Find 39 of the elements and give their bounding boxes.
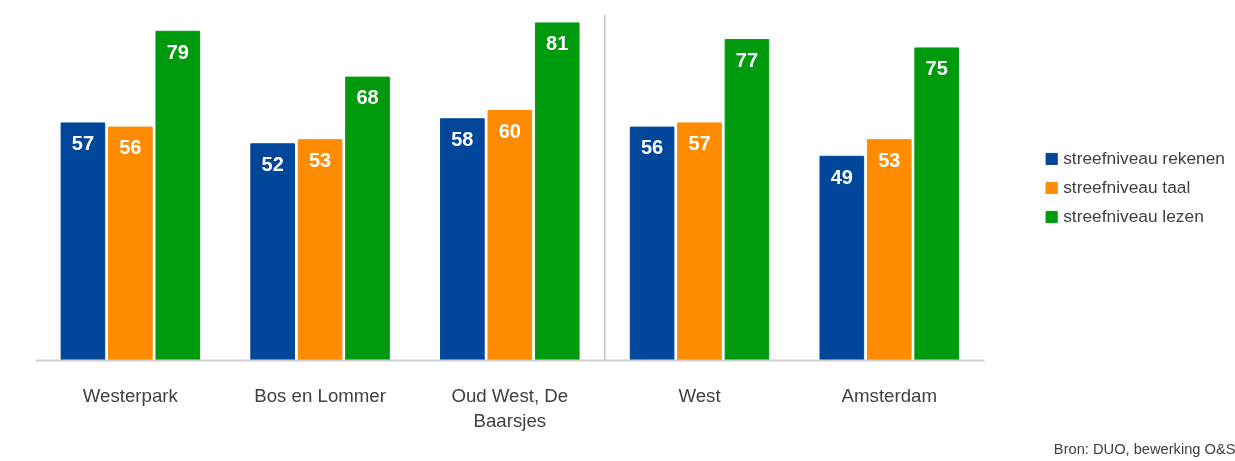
bar (819, 155, 865, 361)
x-tick-label: Bos en Lommer (254, 384, 386, 406)
data-label: 49 (830, 165, 853, 188)
legend-label: streefniveau rekenen (1063, 147, 1225, 169)
data-label: 79 (166, 40, 189, 63)
data-label: 57 (688, 132, 711, 155)
legend-label: streefniveau lezen (1063, 205, 1204, 227)
data-label: 58 (451, 128, 474, 151)
data-label: 60 (498, 119, 521, 142)
data-label: 53 (878, 148, 901, 171)
data-label: 75 (925, 57, 948, 80)
x-tick-label: Westerpark (82, 384, 179, 406)
data-label: 77 (735, 48, 759, 71)
data-label: 56 (640, 136, 664, 159)
bar (155, 30, 201, 361)
bar (345, 76, 390, 361)
bar (914, 47, 959, 361)
legend-label: streefniveau taal (1063, 176, 1191, 198)
data-label: 81 (546, 32, 569, 55)
bar (250, 143, 295, 361)
data-label: 56 (119, 136, 142, 159)
data-label: 57 (71, 132, 95, 155)
bar (440, 118, 485, 361)
data-label: 53 (308, 148, 332, 171)
bar (866, 139, 912, 361)
bar (724, 39, 770, 361)
x-tick-label: Oud West, De Baarsjes (451, 384, 569, 431)
x-tick-label: Amsterdam (841, 384, 937, 406)
bar (297, 139, 343, 361)
bar (60, 122, 106, 361)
bar (677, 122, 722, 361)
data-label: 68 (356, 86, 379, 109)
text: Bron: DUO, bewerking O&S (1053, 440, 1235, 457)
bar (108, 126, 153, 361)
x-tick-label: West (678, 384, 722, 406)
data-label: 52 (261, 153, 284, 176)
bar (487, 109, 533, 361)
bar (534, 22, 580, 361)
bar (629, 126, 675, 361)
